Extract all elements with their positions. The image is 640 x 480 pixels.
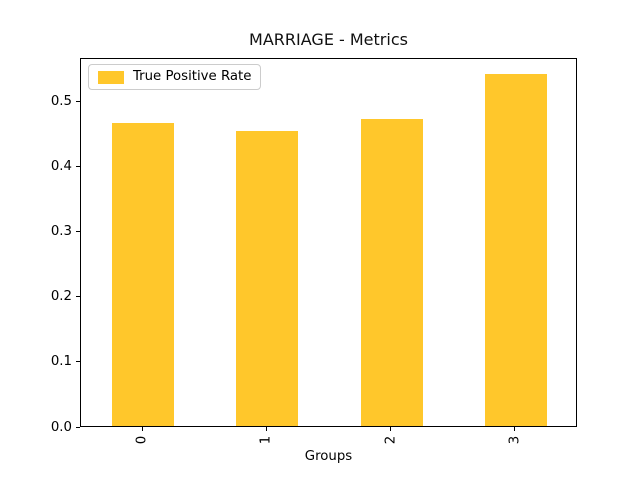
x-tick <box>390 427 392 431</box>
x-tick-label: 2 <box>383 435 399 445</box>
bar <box>236 131 299 426</box>
bar <box>484 73 547 426</box>
y-tick <box>76 166 80 168</box>
x-axis-label: Groups <box>304 449 353 464</box>
y-tick <box>76 231 80 233</box>
x-tick <box>265 427 267 431</box>
legend: True Positive Rate <box>88 64 262 90</box>
x-tick-label: 1 <box>258 435 274 445</box>
bar <box>360 118 423 426</box>
y-tick <box>76 296 80 298</box>
x-tick <box>514 427 516 431</box>
y-tick-label: 0.3 <box>50 224 72 240</box>
y-tick-label: 0.0 <box>50 419 72 435</box>
y-tick <box>76 101 80 103</box>
legend-swatch-icon <box>98 70 124 84</box>
y-tick-label: 0.1 <box>50 354 72 370</box>
y-tick <box>76 361 80 363</box>
chart-title: MARRIAGE - Metrics <box>249 30 408 49</box>
y-tick <box>76 426 80 428</box>
x-tick <box>141 427 143 431</box>
x-tick-label: 0 <box>134 435 150 445</box>
bar <box>112 122 175 426</box>
legend-label: True Positive Rate <box>133 69 252 84</box>
y-tick-label: 0.5 <box>50 94 72 110</box>
y-tick-label: 0.4 <box>50 159 72 175</box>
x-tick-label: 3 <box>507 435 523 445</box>
y-tick-label: 0.2 <box>50 289 72 305</box>
plot-area: True Positive Rate <box>80 58 577 427</box>
